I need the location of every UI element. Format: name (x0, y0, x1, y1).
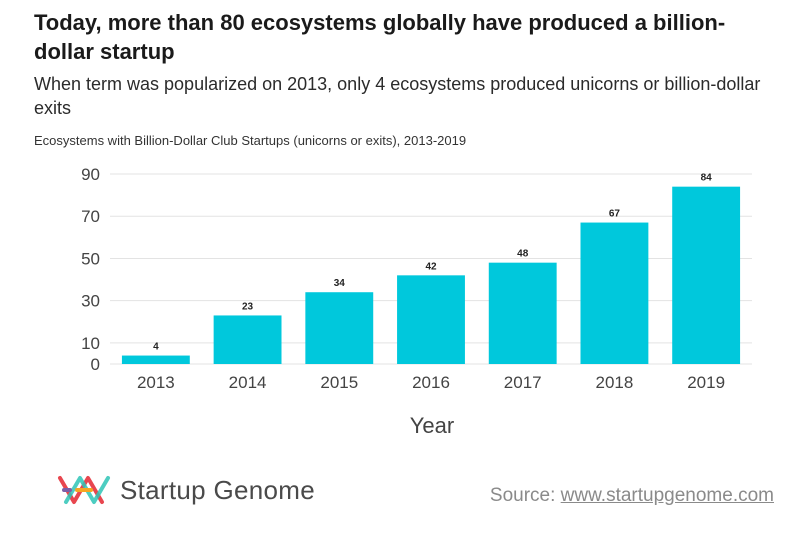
y-axis-ticks: 0 10 30 50 70 90 (81, 165, 100, 374)
y-tick-label: 0 (91, 355, 100, 374)
source-link[interactable]: www.startupgenome.com (560, 485, 774, 506)
data-label: 48 (517, 249, 529, 260)
bar (397, 275, 465, 364)
x-axis-ticks: 2013 2014 2015 2016 2017 2018 2019 (137, 373, 725, 392)
data-label: 84 (701, 173, 713, 184)
y-tick-label: 70 (81, 207, 100, 226)
data-label: 34 (334, 278, 346, 289)
data-label: 67 (609, 209, 621, 220)
x-axis-label: Year (410, 413, 454, 438)
x-tick-label: 2016 (412, 373, 450, 392)
bar (672, 186, 741, 364)
chart-subtitle: When term was popularized on 2013, only … (34, 74, 761, 118)
bar (305, 292, 374, 364)
x-tick-label: 2017 (504, 373, 542, 392)
y-tick-label: 10 (81, 334, 100, 353)
x-tick-label: 2015 (320, 373, 358, 392)
data-label: 4 (153, 342, 159, 353)
bar (580, 222, 649, 364)
bar (488, 262, 557, 364)
data-label: 42 (425, 261, 437, 272)
x-tick-label: 2019 (687, 373, 725, 392)
chart-caption: Ecosystems with Billion-Dollar Club Star… (34, 133, 467, 148)
x-tick-label: 2013 (137, 373, 175, 392)
source-note: Source: www.startupgenome.com (490, 485, 774, 507)
data-labels: 4 23 34 42 48 67 84 (153, 173, 712, 353)
data-label: 23 (242, 301, 254, 312)
y-tick-label: 50 (81, 249, 100, 268)
x-tick-label: 2018 (596, 373, 634, 392)
bar (213, 315, 282, 364)
startup-genome-logo: Startup Genome (56, 470, 315, 510)
x-tick-label: 2014 (229, 373, 267, 392)
genome-helix-icon (58, 476, 110, 504)
bars (121, 186, 741, 364)
brand-name: Startup Genome (120, 474, 315, 505)
bar (121, 355, 190, 364)
y-tick-label: 30 (81, 292, 100, 311)
source-prefix: Source: (489, 485, 556, 506)
y-tick-label: 90 (81, 165, 100, 184)
chart-title: Today, more than 80 ecosystems globally … (34, 10, 726, 64)
